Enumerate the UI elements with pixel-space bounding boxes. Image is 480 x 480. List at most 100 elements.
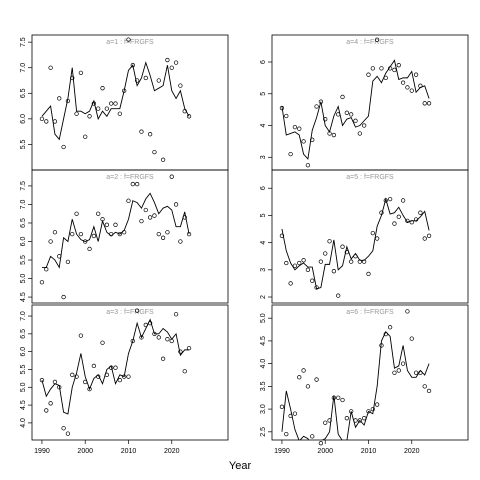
- data-point: [87, 246, 92, 252]
- data-point: [48, 65, 53, 70]
- data-point: [78, 231, 84, 237]
- data-point: [83, 134, 88, 139]
- data-point: [134, 181, 140, 187]
- data-point: [409, 336, 414, 341]
- data-point: [344, 110, 350, 115]
- data-point: [297, 375, 302, 380]
- x-tick-label: 2000: [77, 448, 93, 455]
- y-tick-label: 6.0: [20, 114, 27, 124]
- data-point: [344, 416, 350, 421]
- data-point: [83, 239, 88, 244]
- data-point: [279, 105, 285, 111]
- y-tick-label: 5.0: [260, 313, 267, 323]
- data-point: [130, 181, 135, 187]
- data-point: [340, 94, 345, 100]
- x-axis-label: Year: [229, 460, 252, 472]
- data-point: [413, 370, 419, 375]
- data-point: [426, 101, 432, 106]
- panel-title: a=2 : f=FRGFS: [106, 174, 154, 181]
- data-point: [336, 293, 341, 298]
- panel-title: a=6 : f=FRGFS: [346, 309, 394, 316]
- y-tick-label: 3.5: [260, 381, 267, 391]
- data-point: [323, 251, 328, 256]
- y-tick-label: 2: [260, 295, 267, 299]
- y-tick-label: 6.5: [20, 218, 27, 228]
- data-point: [74, 111, 79, 116]
- x-tick-label: 2020: [404, 448, 420, 455]
- data-point: [305, 163, 311, 168]
- data-point: [48, 401, 53, 406]
- y-tick-label: 4.5: [20, 292, 27, 302]
- y-tick-label: 7.5: [20, 181, 27, 191]
- y-tick-label: 7.0: [20, 311, 27, 321]
- data-point: [100, 86, 105, 91]
- x-tick-label: 1990: [274, 448, 290, 455]
- panel-title: a=4 : f=FRGFS: [346, 39, 394, 46]
- data-point: [292, 124, 298, 130]
- data-point: [357, 131, 362, 136]
- data-point: [362, 123, 367, 128]
- y-tick-label: 7.5: [20, 37, 27, 47]
- data-point: [422, 384, 427, 389]
- data-point: [113, 222, 118, 227]
- data-point: [370, 230, 375, 236]
- data-point: [126, 374, 131, 379]
- data-point: [156, 78, 161, 83]
- data-point: [96, 106, 101, 111]
- data-point: [117, 231, 122, 237]
- panel-title: a=5 : f=FRGFS: [346, 174, 394, 181]
- data-point: [178, 239, 183, 244]
- data-point: [44, 119, 49, 124]
- data-point: [70, 372, 75, 377]
- panel-title: a=3 : f=FRGFS: [106, 309, 154, 316]
- data-point: [44, 408, 49, 413]
- y-tick-label: 6.5: [20, 88, 27, 98]
- data-point: [422, 236, 427, 241]
- panel-frame: [271, 304, 469, 441]
- data-point: [87, 386, 92, 392]
- data-point: [39, 378, 45, 383]
- y-tick-label: 5: [260, 92, 267, 96]
- data-point: [387, 196, 393, 202]
- panel-frame: [31, 169, 229, 304]
- y-tick-label: 6.0: [20, 237, 27, 247]
- data-point: [39, 280, 45, 285]
- data-point: [70, 231, 75, 237]
- data-point: [370, 66, 375, 71]
- data-point: [400, 198, 406, 203]
- data-point: [396, 214, 401, 219]
- data-point: [331, 132, 337, 138]
- data-point: [87, 114, 92, 119]
- data-point: [301, 368, 306, 373]
- x-tick-label: 2020: [164, 448, 180, 455]
- data-point: [48, 239, 53, 244]
- data-point: [61, 294, 66, 300]
- y-tick-label: 3: [260, 268, 267, 272]
- data-point: [426, 388, 432, 394]
- data-point: [400, 80, 406, 85]
- y-tick-label: 5.5: [20, 365, 27, 375]
- data-point: [327, 239, 332, 244]
- data-point: [126, 198, 131, 203]
- data-point: [117, 378, 122, 383]
- data-point: [301, 139, 306, 144]
- data-point: [113, 365, 118, 370]
- data-point: [96, 211, 101, 216]
- y-tick-label: 3: [260, 155, 267, 159]
- data-point: [173, 60, 179, 65]
- y-tick-label: 4.5: [20, 400, 27, 410]
- data-point: [292, 411, 298, 416]
- data-point: [160, 235, 166, 240]
- y-tick-label: 6.5: [20, 329, 27, 339]
- data-point: [392, 370, 397, 375]
- data-point: [160, 356, 166, 361]
- panel-title: a=1 : f=FRGFS: [106, 39, 154, 46]
- fit-line: [281, 197, 430, 290]
- data-point: [91, 363, 97, 369]
- y-tick-label: 4: [260, 123, 267, 127]
- data-point: [349, 112, 354, 117]
- data-point: [117, 111, 122, 116]
- data-point: [160, 157, 166, 162]
- data-point: [366, 409, 371, 414]
